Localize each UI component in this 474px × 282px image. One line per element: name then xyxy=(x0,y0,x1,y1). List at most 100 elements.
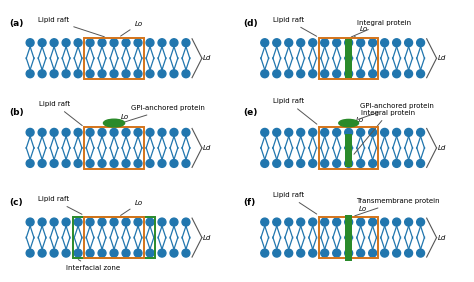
Circle shape xyxy=(321,39,328,47)
Circle shape xyxy=(98,128,106,136)
Circle shape xyxy=(86,160,94,168)
Circle shape xyxy=(146,160,154,168)
Text: GPI-anchored protein: GPI-anchored protein xyxy=(358,103,434,119)
Text: Integral protein: Integral protein xyxy=(354,110,416,154)
Circle shape xyxy=(134,70,142,78)
Circle shape xyxy=(50,39,58,47)
Circle shape xyxy=(98,70,106,78)
Circle shape xyxy=(158,160,166,168)
Circle shape xyxy=(86,39,94,47)
Circle shape xyxy=(321,160,328,168)
Text: (e): (e) xyxy=(244,108,258,117)
Circle shape xyxy=(182,70,190,78)
Text: Lo: Lo xyxy=(120,21,143,36)
Circle shape xyxy=(98,39,106,47)
Circle shape xyxy=(261,160,269,168)
Circle shape xyxy=(297,249,305,257)
Circle shape xyxy=(110,218,118,226)
Circle shape xyxy=(357,39,365,47)
Circle shape xyxy=(38,249,46,257)
Circle shape xyxy=(285,160,292,168)
Bar xyxy=(345,39,352,78)
Circle shape xyxy=(369,160,377,168)
Circle shape xyxy=(50,218,58,226)
Circle shape xyxy=(285,70,292,78)
Circle shape xyxy=(50,160,58,168)
Circle shape xyxy=(405,128,412,136)
Circle shape xyxy=(122,39,130,47)
Circle shape xyxy=(285,218,292,226)
Text: (b): (b) xyxy=(9,108,24,117)
Circle shape xyxy=(273,70,281,78)
Circle shape xyxy=(134,160,142,168)
Circle shape xyxy=(392,70,401,78)
Circle shape xyxy=(357,70,365,78)
Circle shape xyxy=(261,218,269,226)
Circle shape xyxy=(62,160,70,168)
Circle shape xyxy=(333,128,341,136)
Circle shape xyxy=(182,218,190,226)
Circle shape xyxy=(381,249,389,257)
Circle shape xyxy=(381,39,389,47)
Circle shape xyxy=(62,70,70,78)
Circle shape xyxy=(417,39,425,47)
Text: Lipid raft: Lipid raft xyxy=(273,17,317,36)
Circle shape xyxy=(110,160,118,168)
Circle shape xyxy=(381,160,389,168)
Circle shape xyxy=(405,160,412,168)
Circle shape xyxy=(170,218,178,226)
Circle shape xyxy=(369,128,377,136)
Text: (f): (f) xyxy=(244,198,256,207)
Circle shape xyxy=(122,160,130,168)
Circle shape xyxy=(26,249,34,257)
Circle shape xyxy=(74,39,82,47)
Circle shape xyxy=(62,39,70,47)
Circle shape xyxy=(38,128,46,136)
Circle shape xyxy=(110,128,118,136)
Circle shape xyxy=(146,249,154,257)
Circle shape xyxy=(74,128,82,136)
Circle shape xyxy=(381,218,389,226)
Bar xyxy=(73,217,155,258)
Circle shape xyxy=(158,39,166,47)
Circle shape xyxy=(285,249,292,257)
Circle shape xyxy=(50,128,58,136)
Circle shape xyxy=(333,70,341,78)
Circle shape xyxy=(38,70,46,78)
Text: Interfacial zone: Interfacial zone xyxy=(66,259,120,271)
Circle shape xyxy=(62,218,70,226)
Circle shape xyxy=(297,128,305,136)
Bar xyxy=(319,38,378,79)
Ellipse shape xyxy=(103,119,125,127)
Text: Lo: Lo xyxy=(354,206,367,217)
Text: (c): (c) xyxy=(9,198,23,207)
Circle shape xyxy=(122,70,130,78)
Circle shape xyxy=(122,218,130,226)
Text: Lo: Lo xyxy=(354,26,368,38)
Text: Lo: Lo xyxy=(120,200,143,215)
Circle shape xyxy=(321,70,328,78)
Text: Lipid raft: Lipid raft xyxy=(38,197,82,214)
Circle shape xyxy=(417,70,425,78)
Ellipse shape xyxy=(339,119,358,127)
Circle shape xyxy=(321,128,328,136)
Circle shape xyxy=(98,160,106,168)
Text: Integral protein: Integral protein xyxy=(351,20,411,37)
Circle shape xyxy=(86,218,94,226)
Circle shape xyxy=(285,39,292,47)
Text: Ld: Ld xyxy=(438,145,446,151)
Circle shape xyxy=(417,128,425,136)
Circle shape xyxy=(86,249,94,257)
Circle shape xyxy=(122,249,130,257)
Bar xyxy=(345,134,352,168)
Text: Lo: Lo xyxy=(116,114,129,125)
Circle shape xyxy=(345,218,353,226)
Circle shape xyxy=(273,39,281,47)
Circle shape xyxy=(321,218,328,226)
Circle shape xyxy=(134,249,142,257)
Circle shape xyxy=(182,249,190,257)
Circle shape xyxy=(417,218,425,226)
Circle shape xyxy=(122,128,130,136)
Circle shape xyxy=(38,39,46,47)
Text: (d): (d) xyxy=(244,19,258,28)
